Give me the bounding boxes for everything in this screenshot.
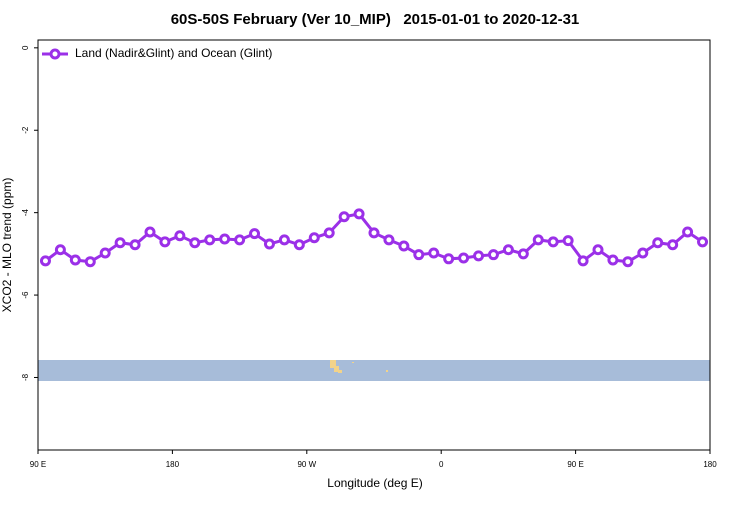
data-point bbox=[219, 233, 231, 245]
data-point bbox=[308, 232, 320, 244]
map-strip bbox=[38, 360, 710, 381]
data-point bbox=[234, 234, 246, 246]
data-point bbox=[69, 254, 81, 266]
data-point bbox=[159, 236, 171, 248]
legend-label: Land (Nadir&Glint) and Ocean (Glint) bbox=[75, 46, 272, 60]
data-point bbox=[532, 234, 544, 246]
data-point bbox=[249, 228, 261, 240]
x-tick-label: 0 bbox=[439, 460, 444, 469]
data-point bbox=[204, 234, 216, 246]
data-point bbox=[607, 254, 619, 266]
data-point bbox=[263, 238, 275, 250]
y-tick-label: -4 bbox=[21, 209, 30, 217]
chart-title: 60S-50S February (Ver 10_MIP) 2015-01-01… bbox=[171, 11, 580, 28]
data-point bbox=[562, 235, 574, 247]
x-tick-label: 90 W bbox=[297, 460, 316, 469]
data-point bbox=[353, 208, 365, 220]
x-axis-label: Longitude (deg E) bbox=[327, 476, 422, 490]
data-point bbox=[383, 234, 395, 246]
data-point bbox=[368, 227, 380, 239]
legend-marker bbox=[49, 48, 61, 60]
data-point bbox=[189, 237, 201, 249]
data-point bbox=[278, 234, 290, 246]
data-point bbox=[592, 244, 604, 256]
data-point bbox=[114, 237, 126, 249]
data-point bbox=[398, 240, 410, 252]
data-point bbox=[547, 236, 559, 248]
data-point bbox=[323, 227, 335, 239]
data-point bbox=[293, 239, 305, 251]
data-point bbox=[54, 244, 66, 256]
y-axis-label: XCO2 - MLO trend (ppm) bbox=[0, 178, 14, 313]
data-point bbox=[682, 226, 694, 238]
data-point bbox=[338, 211, 350, 223]
data-point bbox=[473, 250, 485, 262]
data-point bbox=[458, 252, 470, 264]
data-point bbox=[84, 256, 96, 268]
x-tick-label: 90 E bbox=[30, 460, 46, 469]
y-tick-label: -2 bbox=[21, 126, 30, 134]
data-point bbox=[697, 236, 709, 248]
y-tick-label: 0 bbox=[21, 45, 30, 50]
data-point bbox=[502, 244, 514, 256]
data-point bbox=[413, 249, 425, 261]
data-point bbox=[667, 239, 679, 251]
data-point bbox=[577, 255, 589, 267]
y-tick-label: -6 bbox=[21, 291, 30, 299]
data-point bbox=[652, 237, 664, 249]
data-point bbox=[443, 253, 455, 265]
data-point bbox=[144, 226, 156, 238]
x-tick-label: 180 bbox=[166, 460, 180, 469]
legend: Land (Nadir&Glint) and Ocean (Glint) bbox=[42, 46, 272, 60]
x-tick-label: 180 bbox=[703, 460, 717, 469]
data-point bbox=[487, 249, 499, 261]
x-tick-label: 90 E bbox=[567, 460, 583, 469]
y-tick-label: -8 bbox=[21, 373, 30, 381]
plot-frame bbox=[37, 39, 711, 451]
data-point bbox=[517, 248, 529, 260]
data-point bbox=[99, 247, 111, 259]
data-point bbox=[39, 255, 51, 267]
data-point bbox=[637, 247, 649, 259]
data-point bbox=[428, 247, 440, 259]
data-point bbox=[174, 230, 186, 242]
data-point bbox=[129, 239, 141, 251]
data-point bbox=[622, 256, 634, 268]
